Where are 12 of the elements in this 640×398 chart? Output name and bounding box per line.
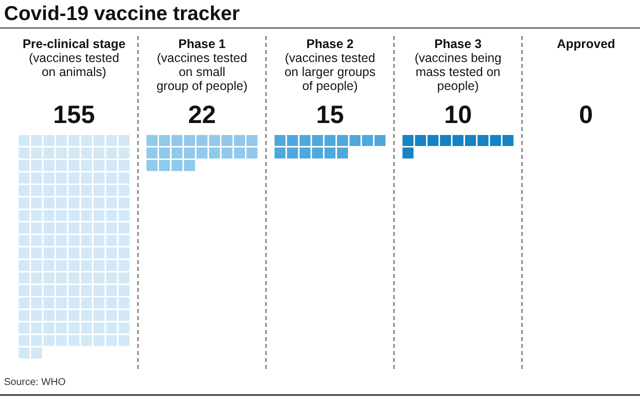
data-label: 0 xyxy=(579,101,593,129)
data-label: 10 xyxy=(444,101,472,129)
category-label: Phase 2 (vaccines tested on larger groups of people) xyxy=(284,37,376,93)
category-label: Phase 1 (vaccines tested on small group of people) xyxy=(156,37,248,93)
text: Covid-19 vaccine tracker xyxy=(4,3,240,25)
category-label: Pre-clinical stage (vaccines tested on animals) xyxy=(22,37,126,79)
data-label: 22 xyxy=(188,101,216,129)
data-label: 155 xyxy=(53,101,95,129)
source-note: Source: WHO xyxy=(4,377,66,388)
data-label: 15 xyxy=(316,101,344,129)
category-label: Approved xyxy=(556,37,616,51)
category-label: Phase 3 (vaccines being mass tested on people) xyxy=(414,37,502,93)
